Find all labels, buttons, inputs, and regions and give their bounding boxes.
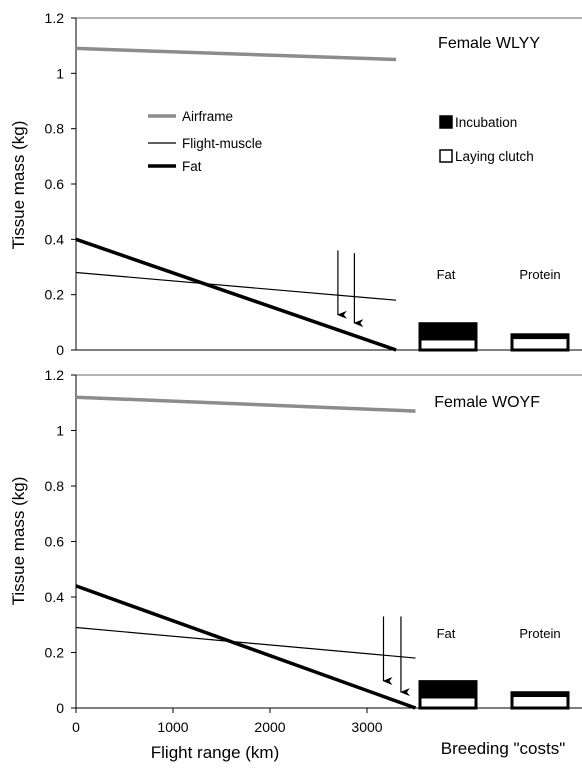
panel-top-category-protein: Protein: [519, 267, 560, 282]
panel-top-y-ticks: 0 0.2 0.4 0.6 0.8 1 1.2: [45, 10, 76, 358]
bar-laying-clutch-fat: [418, 695, 478, 710]
series-line-airframe: [75, 395, 416, 413]
panel-top-series: [75, 46, 397, 352]
y-tick-label: 0.8: [45, 121, 65, 137]
panel-bottom-x-ticks: 0 1000 2000 3000: [72, 708, 383, 735]
y-tick-label: 0.4: [45, 231, 65, 247]
panel-bottom-category-protein: Protein: [519, 626, 560, 641]
bar-laying-clutch-protein: [510, 336, 570, 352]
series-line-airframe: [75, 46, 397, 62]
breeding-axis-label: Breeding "costs": [441, 739, 566, 758]
series-line-fat: [75, 584, 417, 710]
panel-bottom-y-axis-label: Tissue mass (kg): [9, 477, 28, 606]
legend-swatch-incubation: [439, 115, 453, 129]
legend-label-fat: Fat: [182, 159, 202, 174]
panel-top-y-axis-label: Tissue mass (kg): [9, 121, 28, 250]
y-tick-label: 1: [56, 65, 64, 81]
x-tick-label: 2000: [254, 719, 285, 735]
y-tick-label: 0: [56, 342, 64, 358]
legend-label-flight-muscle: Flight-muscle: [182, 136, 262, 151]
legend-swatch-laying-clutch: [439, 149, 453, 163]
x-tick-label: 1000: [157, 719, 188, 735]
breeding-legend: Incubation Laying clutch: [439, 115, 534, 164]
legend-label-laying-clutch: Laying clutch: [455, 149, 534, 164]
panel-top-breeding-bars: [418, 322, 570, 352]
panel-bottom: 0 0.2 0.4 0.6 0.8 1 1.2 0 1000 2000 3000 Female W…: [9, 367, 582, 762]
panel-bottom-title: Female WOYF: [434, 394, 540, 411]
y-tick-label: 1: [56, 423, 64, 439]
panel-bottom-category-fat: Fat: [437, 626, 456, 641]
panel-top-title: Female WLYY: [438, 35, 540, 52]
y-tick-label: 1.2: [45, 367, 65, 383]
panel-top: 0 0.2 0.4 0.6 0.8 1 1.2 Female WLYY Tissue mas…: [9, 10, 582, 358]
y-tick-label: 0.6: [45, 176, 65, 192]
y-tick-label: 0.4: [45, 589, 65, 605]
bar-incubation-fat: [418, 322, 478, 341]
series-line-fat: [75, 237, 397, 352]
panel-bottom-y-ticks: 0 0.2 0.4 0.6 0.8 1 1.2: [45, 367, 76, 716]
panel-bottom-x-axis-label: Flight range (km): [151, 743, 279, 762]
panel-bottom-series: [75, 395, 417, 710]
panel-bottom-breeding-bars: [418, 680, 570, 710]
y-tick-label: 0: [56, 700, 64, 716]
y-tick-label: 0.2: [45, 287, 65, 303]
panel-top-category-fat: Fat: [437, 267, 456, 282]
legend-label-airframe: Airframe: [182, 109, 233, 124]
series-line-flight-muscle: [75, 626, 416, 659]
y-tick-label: 1.2: [45, 10, 65, 26]
y-tick-label: 0.6: [45, 534, 65, 550]
x-tick-label: 0: [72, 719, 80, 735]
bar-laying-clutch-protein: [510, 694, 570, 710]
panel-top-arrows: [336, 250, 364, 328]
bar-incubation-protein: [510, 691, 570, 698]
bar-incubation-protein: [510, 333, 570, 340]
line-legend: Airframe Flight-muscle Fat: [148, 109, 262, 174]
legend-label-incubation: Incubation: [455, 115, 517, 130]
bar-laying-clutch-fat: [418, 337, 478, 352]
panel-bottom-arrows: [382, 616, 410, 697]
bar-incubation-fat: [418, 680, 478, 699]
y-tick-label: 0.8: [45, 478, 65, 494]
x-tick-label: 3000: [351, 719, 382, 735]
series-line-flight-muscle: [75, 271, 397, 301]
y-tick-label: 0.2: [45, 645, 65, 661]
